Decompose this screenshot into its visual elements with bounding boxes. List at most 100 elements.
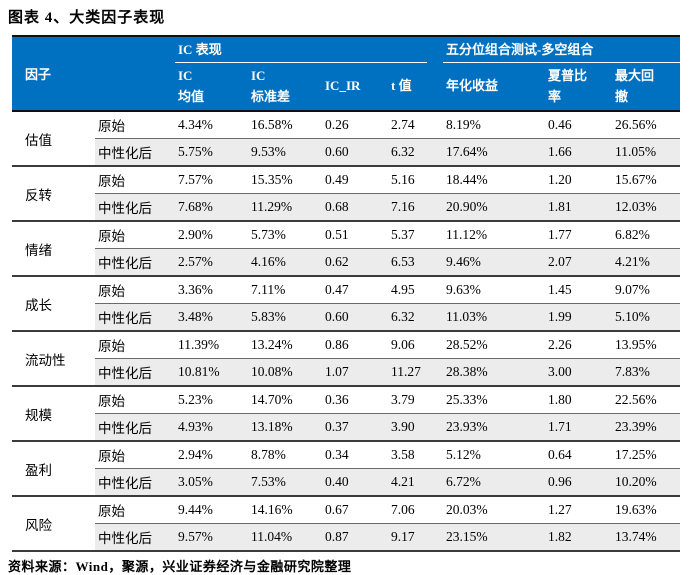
row-label: 中性化后: [98, 256, 152, 271]
factor-performance-table: 因子 IC 表现 五分位组合测试-多空组合 IC 均值 IC 标准差 IC_IR t 值 年…: [12, 35, 680, 552]
data-cell: 20.90%: [446, 199, 488, 214]
data-cell: 0.37: [325, 419, 349, 434]
data-cell: 2.74: [391, 117, 415, 132]
data-cell: 9.63%: [446, 282, 481, 297]
data-cell: 8.78%: [251, 447, 286, 462]
data-cell: 9.53%: [251, 144, 286, 159]
data-cell: 26.56%: [615, 117, 657, 132]
data-cell: 0.34: [325, 447, 349, 462]
data-cell: 1.20: [548, 172, 572, 187]
data-cell: 6.32: [391, 309, 415, 324]
row-label: 中性化后: [98, 476, 152, 491]
factor-name: 流动性: [12, 332, 95, 385]
data-cell: 20.03%: [446, 502, 488, 517]
data-cell: 25.33%: [446, 392, 488, 407]
data-cell: 7.11%: [251, 282, 286, 297]
row-label: 原始: [98, 119, 125, 134]
data-cell: 2.90%: [178, 227, 213, 242]
data-cell: 3.90: [391, 419, 415, 434]
data-cell: 1.99: [548, 309, 572, 324]
data-cell: 9.17: [391, 529, 415, 544]
column-header: 最大回撤: [615, 68, 655, 104]
data-cell: 0.86: [325, 337, 349, 352]
page-title: 图表 4、大类因子表现: [8, 10, 166, 26]
column-group-ic: IC 表现: [175, 38, 427, 63]
row-label: 原始: [98, 284, 125, 299]
data-cell: 7.68%: [178, 199, 213, 214]
factor-group: 盈利 原始 2.94% 8.78% 0.34 3.58 5.12% 0.64 17.25% 中性化…: [12, 440, 680, 495]
factor-group: 情绪 原始 2.90% 5.73% 0.51 5.37 11.12% 1.77 6.82% 中性化…: [12, 220, 680, 275]
data-cell: 9.46%: [446, 254, 481, 269]
data-cell: 1.71: [548, 419, 572, 434]
factor-name: 情绪: [12, 222, 95, 275]
data-cell: 17.25%: [615, 447, 657, 462]
data-row: 中性化后 5.75% 9.53% 0.60 6.32 17.64% 1.66 11.05%: [95, 138, 680, 165]
data-cell: 6.53: [391, 254, 415, 269]
data-cell: 1.66: [548, 144, 572, 159]
factor-group: 成长 原始 3.36% 7.11% 0.47 4.95 9.63% 1.45 9.07% 中性化后…: [12, 275, 680, 330]
factor-group: 估值 原始 4.34% 16.58% 0.26 2.74 8.19% 0.46 26.56% 中性…: [12, 112, 680, 165]
data-cell: 2.26: [548, 337, 572, 352]
factor-rows: 原始 2.90% 5.73% 0.51 5.37 11.12% 1.77 6.82% 中性化后 2…: [95, 222, 680, 275]
data-cell: 15.35%: [251, 172, 293, 187]
row-label: 原始: [98, 394, 125, 409]
data-cell: 28.52%: [446, 337, 488, 352]
factor-group: 流动性 原始 11.39% 13.24% 0.86 9.06 28.52% 2.26 13.95…: [12, 330, 680, 385]
data-cell: 11.29%: [251, 199, 293, 214]
data-cell: 13.18%: [251, 419, 293, 434]
column-group-row: IC 表现 五分位组合测试-多空组合: [175, 37, 680, 63]
data-cell: 2.94%: [178, 447, 213, 462]
row-label: 中性化后: [98, 146, 152, 161]
factor-group: 反转 原始 7.57% 15.35% 0.49 5.16 18.44% 1.20 15.67% 中…: [12, 165, 680, 220]
data-cell: 0.47: [325, 282, 349, 297]
data-cell: 22.56%: [615, 392, 657, 407]
data-cell: 7.06: [391, 502, 415, 517]
data-cell: 9.44%: [178, 502, 213, 517]
column-header: IC 均值: [178, 68, 205, 104]
data-cell: 23.93%: [446, 419, 488, 434]
factor-rows: 原始 9.44% 14.16% 0.67 7.06 20.03% 1.27 19.63% 中性化…: [95, 497, 680, 550]
column-group-quintile: 五分位组合测试-多空组合: [443, 38, 680, 63]
data-cell: 3.36%: [178, 282, 213, 297]
data-cell: 16.58%: [251, 117, 293, 132]
column-header: t 值: [391, 78, 412, 94]
data-cell: 2.07: [548, 254, 572, 269]
data-cell: 14.16%: [251, 502, 293, 517]
column-header: 夏普比率: [548, 68, 588, 104]
data-cell: 12.03%: [615, 199, 657, 214]
data-cell: 0.64: [548, 447, 572, 462]
factor-name: 风险: [12, 497, 95, 550]
table-body: 估值 原始 4.34% 16.58% 0.26 2.74 8.19% 0.46 26.56% 中性…: [12, 112, 680, 552]
data-cell: 5.23%: [178, 392, 213, 407]
data-cell: 13.95%: [615, 337, 657, 352]
data-row: 中性化后 3.48% 5.83% 0.60 6.32 11.03% 1.99 5.10%: [95, 303, 680, 330]
data-cell: 8.19%: [446, 117, 481, 132]
row-label: 原始: [98, 449, 125, 464]
data-cell: 4.16%: [251, 254, 286, 269]
factor-name: 成长: [12, 277, 95, 330]
data-cell: 0.49: [325, 172, 349, 187]
data-cell: 7.16: [391, 199, 415, 214]
data-cell: 28.38%: [446, 364, 488, 379]
row-label: 原始: [98, 339, 125, 354]
factor-name: 盈利: [12, 442, 95, 495]
data-cell: 1.81: [548, 199, 572, 214]
factor-rows: 原始 11.39% 13.24% 0.86 9.06 28.52% 2.26 13.95% 中性…: [95, 332, 680, 385]
data-cell: 1.27: [548, 502, 572, 517]
row-label: 中性化后: [98, 311, 152, 326]
data-cell: 5.73%: [251, 227, 286, 242]
row-label: 中性化后: [98, 421, 152, 436]
data-cell: 7.83%: [615, 364, 650, 379]
data-cell: 3.00: [548, 364, 572, 379]
data-cell: 4.21%: [615, 254, 650, 269]
data-cell: 14.70%: [251, 392, 293, 407]
factor-rows: 原始 5.23% 14.70% 0.36 3.79 25.33% 1.80 22.56% 中性化…: [95, 387, 680, 440]
data-cell: 1.80: [548, 392, 572, 407]
data-cell: 11.27: [391, 364, 421, 379]
data-cell: 15.67%: [615, 172, 657, 187]
data-row: 原始 9.44% 14.16% 0.67 7.06 20.03% 1.27 19.63%: [95, 497, 680, 523]
data-row: 中性化后 4.93% 13.18% 0.37 3.90 23.93% 1.71 23.39%: [95, 413, 680, 440]
column-header: 年化收益: [446, 78, 499, 94]
data-cell: 1.07: [325, 364, 349, 379]
data-cell: 11.12%: [446, 227, 488, 242]
